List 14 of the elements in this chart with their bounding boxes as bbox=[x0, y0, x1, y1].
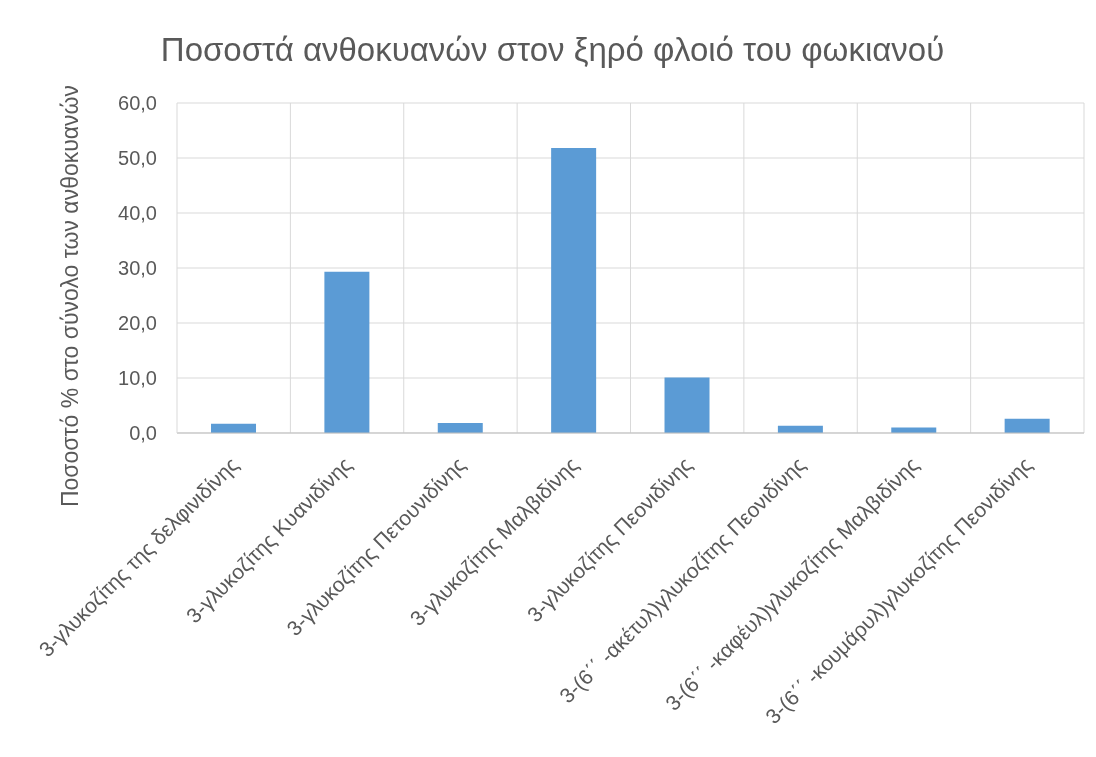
chart-title: Ποσοστά ανθοκυανών στον ξηρό φλοιό του φωκιανού bbox=[159, 30, 946, 70]
bar bbox=[664, 377, 710, 433]
y-tick-label: 0,0 bbox=[129, 422, 157, 445]
bar bbox=[1004, 418, 1050, 433]
y-tick-label: 20,0 bbox=[118, 312, 157, 335]
y-tick-label: 10,0 bbox=[118, 367, 157, 390]
y-tick-label: 30,0 bbox=[118, 257, 157, 280]
bar bbox=[437, 423, 483, 433]
y-tick-label: 60,0 bbox=[118, 92, 157, 115]
bar bbox=[324, 271, 370, 433]
bar bbox=[551, 148, 597, 433]
y-tick-label: 50,0 bbox=[118, 147, 157, 170]
y-axis-title: Ποσοστό % στο σύνολο των ανθοκυανών bbox=[57, 84, 83, 508]
y-tick-label: 40,0 bbox=[118, 202, 157, 225]
